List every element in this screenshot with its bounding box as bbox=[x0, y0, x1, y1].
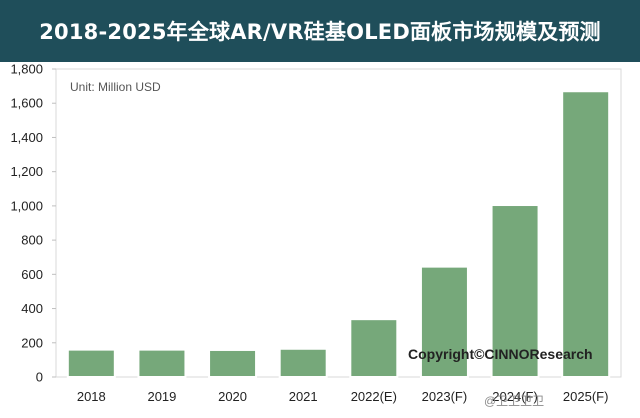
y-tick-label: 600 bbox=[21, 267, 43, 282]
y-tick-label: 1,800 bbox=[10, 62, 43, 77]
bars bbox=[66, 90, 611, 379]
bar bbox=[66, 348, 116, 378]
title-bar: 2018-2025年全球AR/VR硅基OLED面板市场规模及预测 bbox=[0, 0, 640, 62]
y-axis: 0 200 400 600 800 1,000 1,200 1,400 1,600 1,800 bbox=[10, 62, 56, 385]
x-tick-label: 2018 bbox=[77, 389, 106, 404]
watermark-text: @卫卫卫卫 bbox=[484, 394, 544, 408]
y-tick-label: 1,600 bbox=[10, 96, 43, 111]
x-axis: 2018 2019 2020 2021 2022(E) 2023(F) 2024(F) 202… bbox=[77, 389, 609, 404]
bar bbox=[137, 348, 187, 378]
y-tick-label: 0 bbox=[36, 370, 43, 385]
bar bbox=[208, 348, 258, 379]
y-tick-label: 1,400 bbox=[10, 130, 43, 145]
unit-label: Unit: Million USD bbox=[70, 80, 161, 94]
y-tick-label: 1,000 bbox=[10, 198, 43, 213]
bar bbox=[419, 265, 469, 378]
y-tick-label: 800 bbox=[21, 233, 43, 248]
x-tick-label: 2025(F) bbox=[563, 389, 609, 404]
chart-title: 2018-2025年全球AR/VR硅基OLED面板市场规模及预测 bbox=[39, 20, 601, 44]
bar bbox=[561, 90, 611, 378]
chart: Unit: Million USD 0 200 400 600 800 1,000 1,20… bbox=[10, 62, 622, 408]
x-tick-label: 2022(E) bbox=[351, 389, 397, 404]
copyright-annotation: Copyright©CINNOResearch bbox=[408, 346, 593, 362]
y-tick-label: 400 bbox=[21, 301, 43, 316]
x-tick-label: 2019 bbox=[147, 389, 176, 404]
x-tick-label: 2024(F) bbox=[492, 389, 538, 404]
y-tick-label: 200 bbox=[21, 335, 43, 350]
x-tick-label: 2020 bbox=[218, 389, 247, 404]
x-tick-label: 2021 bbox=[289, 389, 318, 404]
bar bbox=[349, 318, 399, 379]
bar bbox=[278, 347, 328, 378]
y-tick-label: 1,200 bbox=[10, 164, 43, 179]
x-tick-label: 2023(F) bbox=[422, 389, 468, 404]
bar bbox=[490, 204, 540, 378]
